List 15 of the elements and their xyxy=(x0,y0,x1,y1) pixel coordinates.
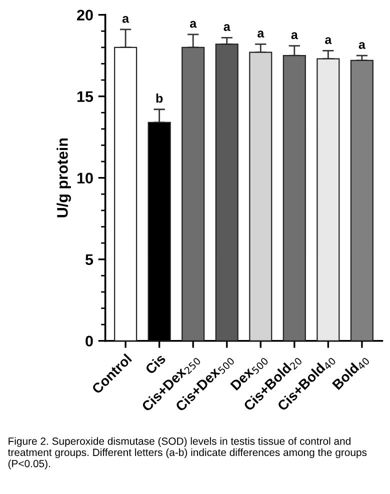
annotation: a xyxy=(325,37,332,44)
y-tick-label: 0 xyxy=(86,336,93,347)
y-tick-label: 5 xyxy=(85,254,94,266)
annotation: b xyxy=(156,94,163,103)
y-axis-title: U/g protein xyxy=(56,138,71,218)
y-tick-label: 10 xyxy=(77,172,93,184)
annotation: a xyxy=(358,42,366,49)
y-tick-label: 15 xyxy=(77,91,94,102)
annotation: a xyxy=(224,24,230,32)
annotation: a xyxy=(258,30,264,38)
annotation: a xyxy=(122,16,130,23)
annotation: a xyxy=(190,20,197,28)
caption: Figure 2. Superoxide dismutase (SOD) levels in testis tissue of control and treatment groups. Different letters (a-b) indicate differences among the groups (P<0.05). xyxy=(8,437,367,470)
y-tick-label: 20 xyxy=(77,10,93,21)
annotation: a xyxy=(291,32,298,40)
